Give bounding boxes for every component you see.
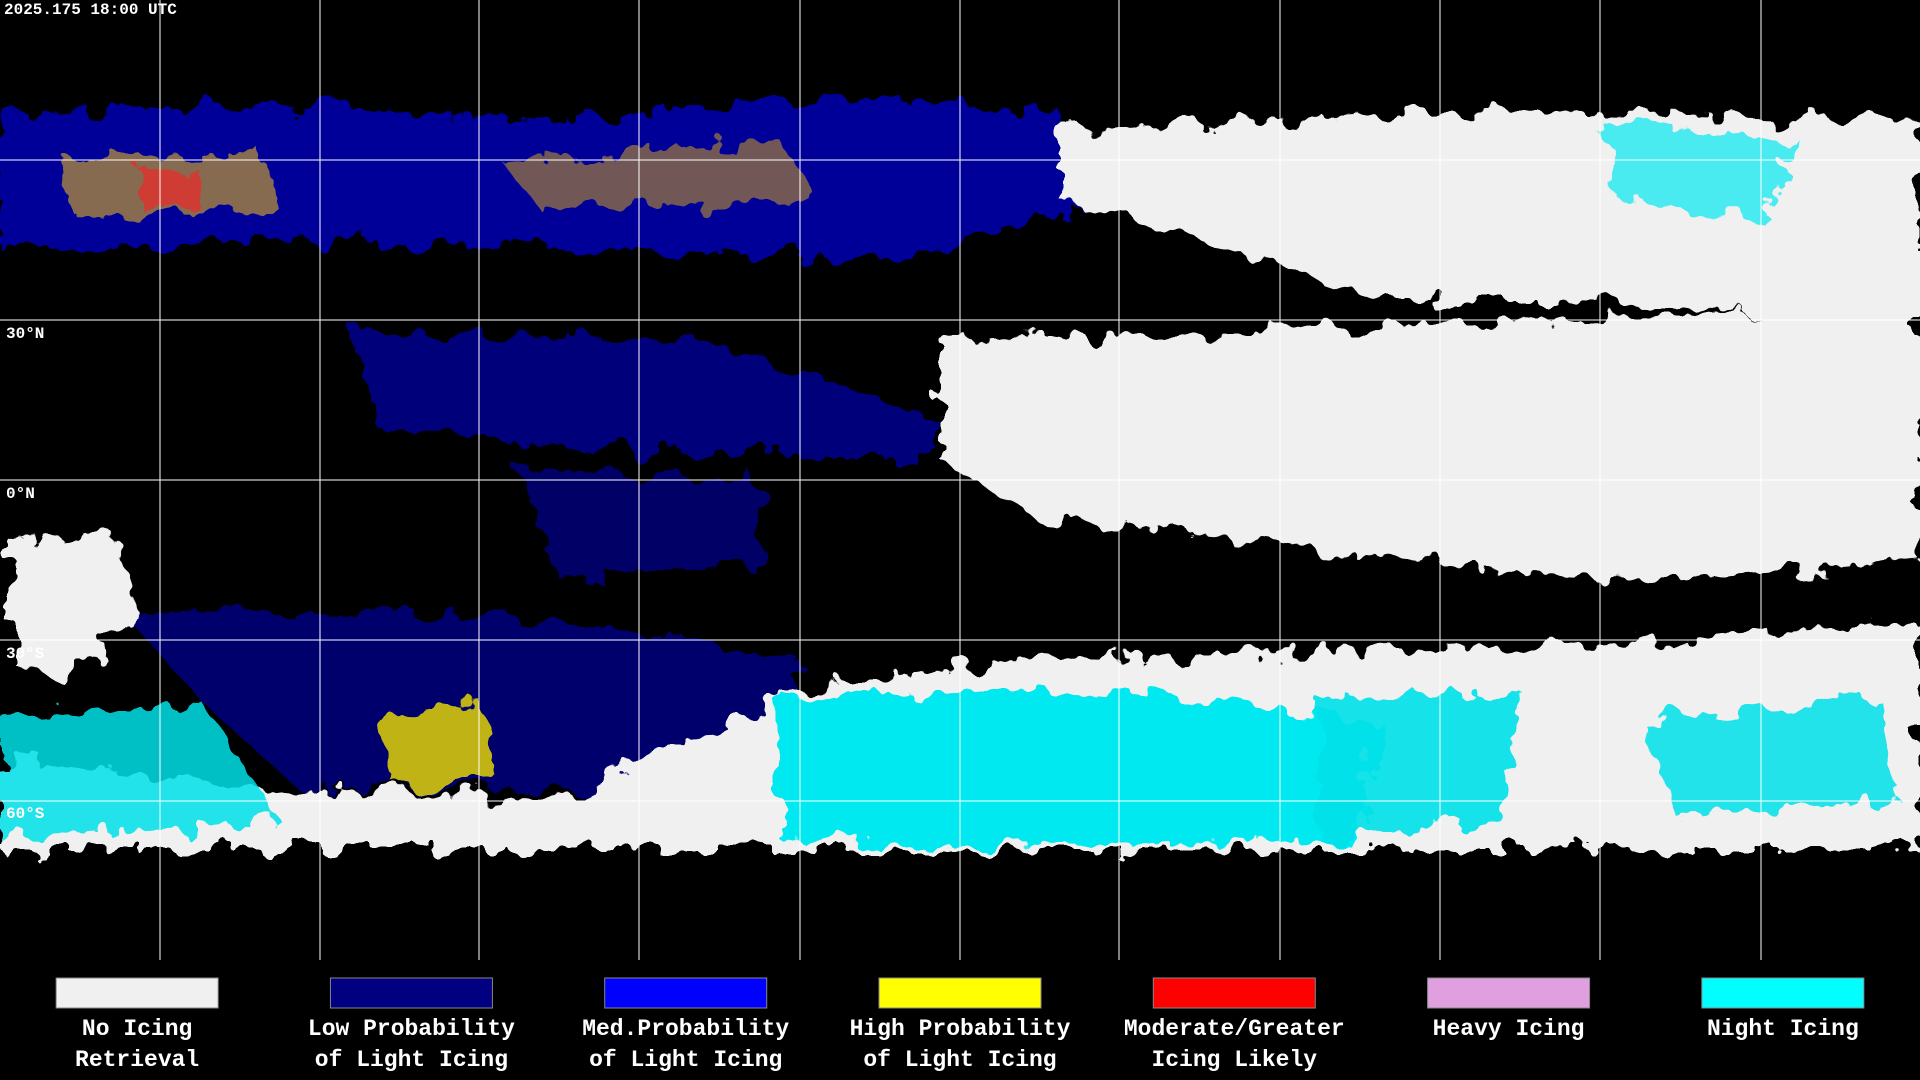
legend-label: Retrieval (75, 1047, 199, 1073)
legend-label: Low Probability (308, 1016, 515, 1042)
latitude-label: 0°N (6, 485, 35, 503)
legend-swatch (1152, 977, 1316, 1009)
legend-swatch (329, 977, 493, 1009)
latitude-label: 30°S (6, 645, 45, 663)
timestamp: 2025.175 18:00 UTC (4, 1, 177, 19)
legend-label: Moderate/Greater (1124, 1016, 1345, 1042)
legend-label: High Probability (850, 1016, 1071, 1042)
legend-swatch (1701, 977, 1865, 1009)
legend-label: of Light Icing (863, 1047, 1056, 1073)
legend-label: of Light Icing (589, 1047, 782, 1073)
latitude-label: 30°N (6, 325, 44, 343)
legend-label: of Light Icing (315, 1047, 508, 1073)
graticule (0, 0, 1920, 960)
cloud-layer (0, 100, 1920, 850)
legend-label: Med.Probability (582, 1016, 789, 1042)
legend-swatch (1427, 977, 1591, 1009)
legend-label: Icing Likely (1151, 1047, 1317, 1073)
legend-label: Heavy Icing (1433, 1016, 1585, 1042)
legend-swatch (878, 977, 1042, 1009)
legend-swatch (604, 977, 768, 1009)
legend-swatch (55, 977, 219, 1009)
latitude-label: 60°S (6, 805, 45, 823)
legend-label: Night Icing (1707, 1016, 1859, 1042)
legend-label: No Icing (82, 1016, 192, 1042)
